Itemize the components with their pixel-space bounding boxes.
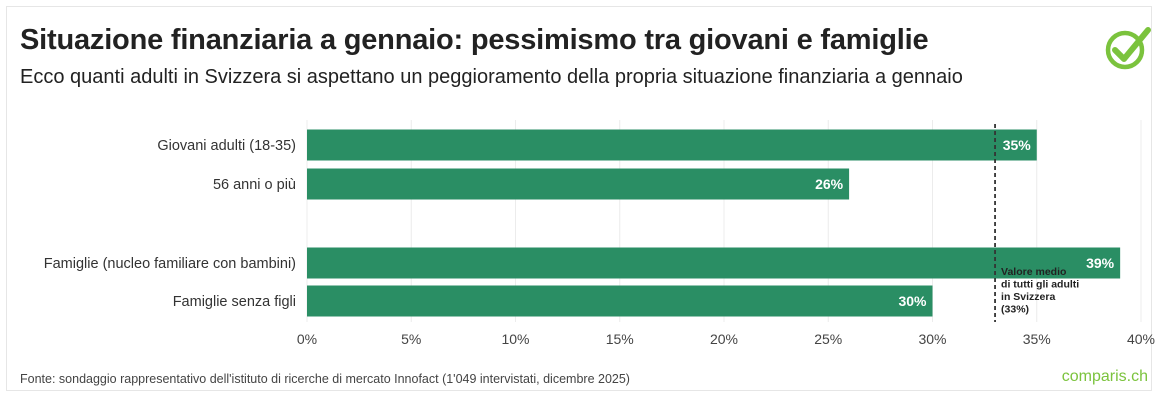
tick-label-7: 35% bbox=[1023, 331, 1051, 347]
tick-label-1: 5% bbox=[401, 331, 421, 347]
reference-label-line-0: Valore medio bbox=[1001, 266, 1066, 278]
bar-0 bbox=[307, 129, 1037, 161]
category-labels: Giovani adulti (18-35) 56 anni o più Famig… bbox=[44, 138, 296, 310]
tick-label-4: 20% bbox=[710, 331, 738, 347]
tick-label-5: 25% bbox=[814, 331, 842, 347]
category-label-0: Giovani adulti (18-35) bbox=[157, 138, 296, 154]
tick-label-2: 10% bbox=[501, 331, 529, 347]
reference-label-line-3: (33%) bbox=[1001, 304, 1029, 316]
chart-title: Situazione finanziaria a gennaio: pessim… bbox=[20, 24, 929, 56]
bar-value-label-2: 39% bbox=[1086, 255, 1115, 271]
reference-label-line-2: in Svizzera bbox=[1001, 291, 1055, 303]
tick-label-3: 15% bbox=[606, 331, 634, 347]
reference-label-line-1: di tutti gli adulti bbox=[1001, 279, 1079, 291]
tick-label-0: 0% bbox=[297, 331, 317, 347]
category-label-2: Famiglie (nucleo familiare con bambini) bbox=[44, 256, 296, 272]
brand-logo-text[interactable]: comparis.ch bbox=[1061, 368, 1148, 385]
category-label-3: Famiglie senza figli bbox=[173, 294, 296, 310]
bar-3 bbox=[307, 285, 933, 317]
chart-frame bbox=[6, 6, 1152, 391]
chart-subtitle: Ecco quanti adulti in Svizzera si aspett… bbox=[20, 66, 963, 88]
bar-2 bbox=[307, 247, 1121, 279]
category-label-1: 56 anni o più bbox=[213, 177, 296, 193]
bar-1 bbox=[307, 168, 850, 200]
check-circle-icon bbox=[1105, 27, 1151, 70]
bar-value-label-1: 26% bbox=[815, 176, 844, 192]
source-note: Fonte: sondaggio rappresentativo dell'is… bbox=[20, 372, 630, 386]
bar-value-label-0: 35% bbox=[1003, 137, 1032, 153]
tick-label-6: 30% bbox=[918, 331, 946, 347]
tick-label-8: 40% bbox=[1127, 331, 1155, 347]
x-axis-ticks: 0% 5% 10% 15% 20% 25% 30% 35% 40% bbox=[297, 331, 1155, 347]
bars: 35% 26% 39% 30% bbox=[307, 129, 1121, 317]
bar-value-label-3: 30% bbox=[898, 293, 927, 309]
